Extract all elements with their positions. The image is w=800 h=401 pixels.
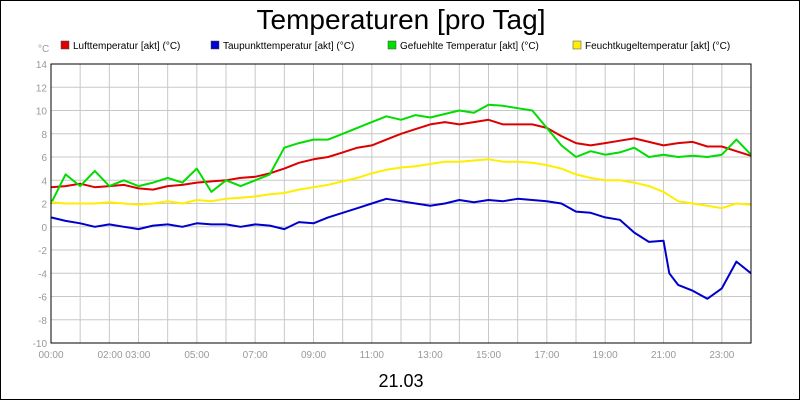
y-axis-ticks: 14 12 10 8 6 4 2 0 -2 -4 -6 -8 -10: [33, 60, 48, 350]
series-lines: [50, 103, 752, 300]
series-line-2: [50, 103, 752, 204]
x-tick-label: 13:00: [418, 350, 443, 361]
date-label: 21.03: [378, 371, 423, 391]
y-tick-label: 12: [36, 83, 48, 94]
legend-swatch: [210, 40, 220, 50]
y-axis-unit: °C: [38, 44, 49, 55]
y-tick-label: -10: [33, 339, 48, 350]
x-tick-label: 19:00: [593, 350, 618, 361]
legend-label: Gefuehlte Temperatur [akt] (°C): [400, 41, 539, 52]
x-tick-label: 02:00 03:00: [98, 350, 151, 361]
chart-title: Temperaturen [pro Tag]: [257, 4, 546, 35]
y-tick-label: -4: [38, 269, 47, 280]
legend-label: Lufttemperatur [akt] (°C): [73, 41, 180, 52]
legend-label: Taupunkttemperatur [akt] (°C): [223, 41, 354, 52]
series-line-1: [50, 197, 752, 300]
x-tick-label: 21:00: [651, 350, 676, 361]
legend-swatch: [572, 40, 582, 50]
legend-label: Feuchtkugeltemperatur [akt] (°C): [585, 41, 730, 52]
y-tick-label: -2: [38, 246, 47, 257]
legend-swatch: [60, 40, 70, 50]
legend: Lufttemperatur [akt] (°C) Taupunkttempera…: [60, 40, 730, 52]
y-tick-label: 0: [41, 223, 47, 234]
x-tick-label: 05:00: [184, 350, 209, 361]
x-axis-ticks: 00:00 02:00 03:00 05:00 07:00 09:00 11:00 13:0…: [38, 350, 734, 361]
series-line-3: [50, 158, 752, 210]
y-tick-label: 8: [41, 130, 47, 141]
y-tick-label: 4: [41, 176, 47, 187]
x-tick-label: 09:00: [301, 350, 326, 361]
y-tick-label: 10: [36, 107, 48, 118]
legend-swatch: [387, 40, 397, 50]
x-tick-label: 11:00: [360, 350, 385, 361]
y-tick-label: 14: [36, 60, 48, 71]
series-line-0: [50, 118, 752, 191]
x-tick-label: 15:00: [476, 350, 501, 361]
x-tick-label: 07:00: [243, 350, 268, 361]
plot-border: [50, 63, 752, 344]
x-tick-label: 17:00: [534, 350, 559, 361]
x-tick-label: 00:00: [38, 350, 63, 361]
x-tick-label: 23:00: [709, 350, 734, 361]
y-tick-label: 2: [41, 200, 47, 211]
y-tick-label: -6: [38, 293, 47, 304]
y-tick-label: 6: [41, 153, 47, 164]
y-tick-label: -8: [38, 316, 47, 327]
